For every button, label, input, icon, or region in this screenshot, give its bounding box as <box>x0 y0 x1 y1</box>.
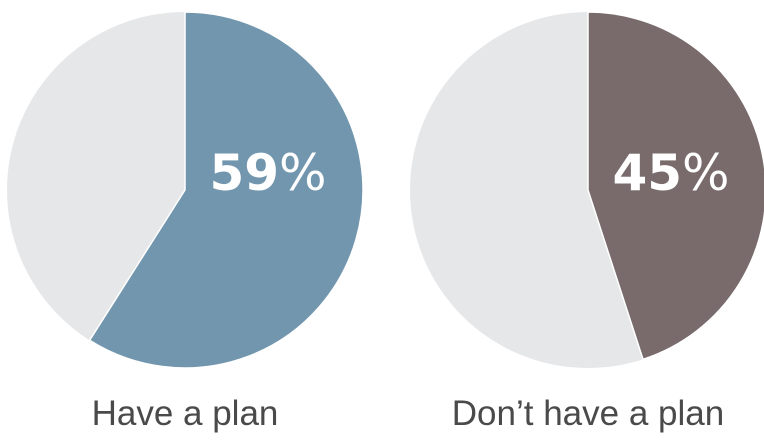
pie-value-unit: % <box>279 144 327 202</box>
pie-category-label: Don’t have a plan <box>452 394 724 433</box>
pie-chart-1: 59% Have a plan <box>7 11 364 433</box>
pie-chart-2: 45% Don’t have a plan <box>410 11 764 433</box>
pie-value-label: 59% <box>209 144 326 202</box>
pie-highlight-slice <box>88 11 364 369</box>
pie-value-unit: % <box>682 144 730 202</box>
pie-value-number: 45 <box>612 144 682 202</box>
pie-value-number: 59 <box>209 144 279 202</box>
pie-category-label: Have a plan <box>92 394 279 433</box>
pie-value-label: 45% <box>612 144 729 202</box>
